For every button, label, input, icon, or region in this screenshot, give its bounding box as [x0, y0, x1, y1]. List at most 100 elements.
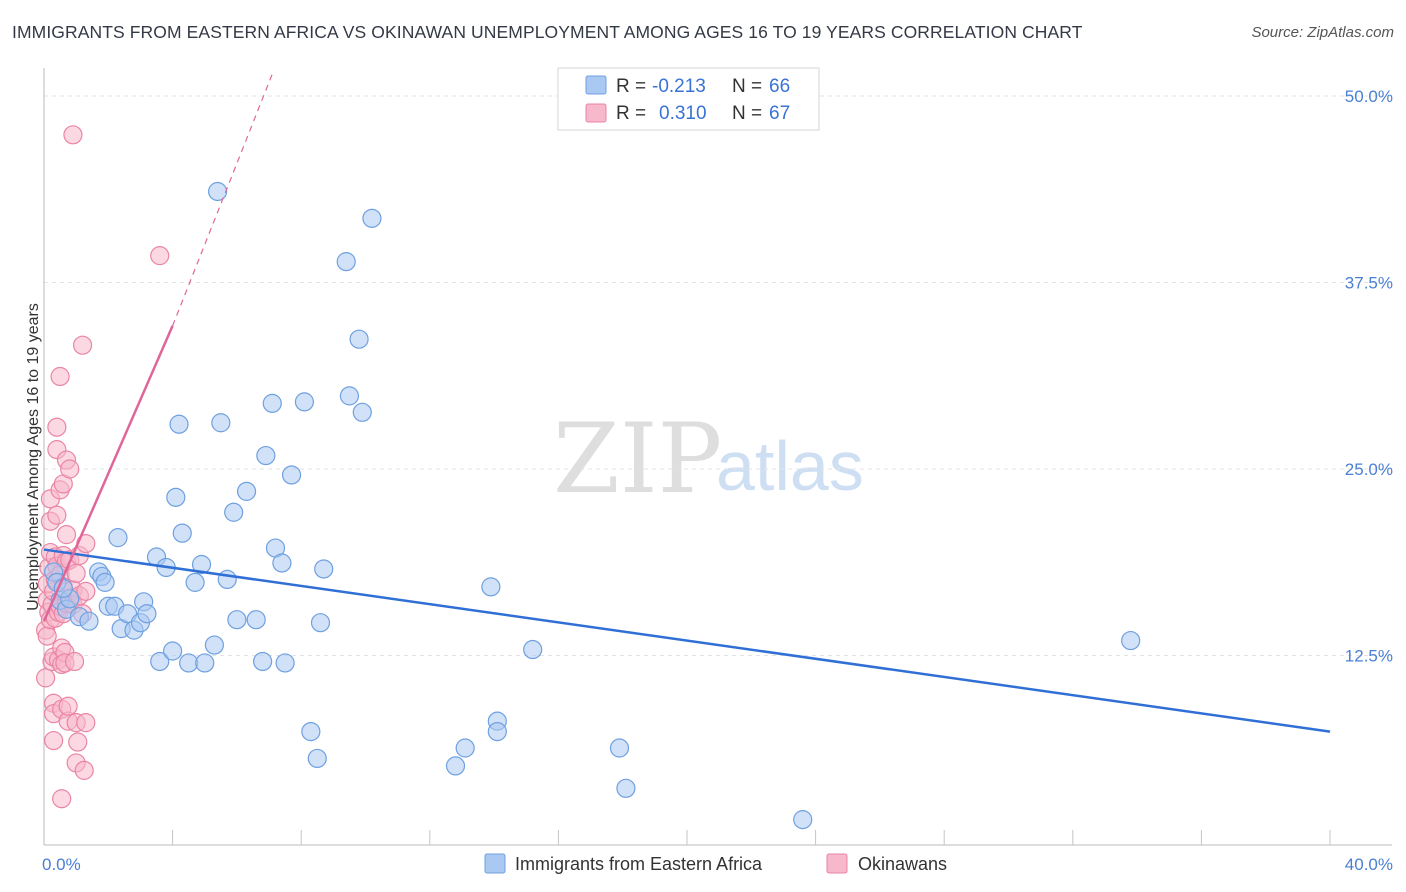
- okinawans-point[interactable]: [76, 713, 96, 733]
- eastern-africa-point[interactable]: [487, 721, 507, 742]
- eastern-africa-point[interactable]: [349, 329, 369, 349]
- watermark-zip: ZIP: [553, 403, 722, 515]
- eastern-africa-point[interactable]: [616, 778, 636, 798]
- eastern-africa-point[interactable]: [256, 445, 276, 466]
- eastern-africa-point[interactable]: [204, 635, 224, 655]
- eastern-africa-point[interactable]: [272, 553, 292, 573]
- okinawans-point[interactable]: [150, 246, 170, 266]
- legend-r-value-blue: -0.213: [652, 76, 706, 97]
- eastern-africa-point[interactable]: [523, 639, 543, 660]
- eastern-africa-point[interactable]: [195, 653, 215, 673]
- eastern-africa-trend-line: [43, 548, 1331, 733]
- eastern-africa-point[interactable]: [253, 651, 273, 672]
- series-legend-label-blue[interactable]: Immigrants from Eastern Africa: [515, 854, 763, 874]
- eastern-africa-point[interactable]: [191, 554, 212, 575]
- okinawans-point[interactable]: [68, 732, 88, 752]
- eastern-africa-point[interactable]: [217, 569, 237, 590]
- okinawans-point[interactable]: [37, 626, 57, 646]
- x-tick-label-min: 0.0%: [42, 855, 81, 874]
- chart-title: IMMIGRANTS FROM EASTERN AFRICA VS OKINAW…: [12, 22, 1083, 42]
- okinawans-point[interactable]: [47, 505, 67, 525]
- okinawans-point[interactable]: [56, 525, 77, 545]
- okinawans-points: [36, 125, 170, 809]
- eastern-africa-point[interactable]: [339, 386, 360, 406]
- okinawans-trend-line: [42, 325, 174, 622]
- legend-r-value-pink: 0.310: [659, 103, 707, 124]
- eastern-africa-point[interactable]: [481, 577, 501, 597]
- okinawans-point[interactable]: [76, 581, 96, 601]
- y-tick-label: 25.0%: [1345, 460, 1393, 479]
- okinawans-point[interactable]: [36, 668, 56, 688]
- eastern-africa-point[interactable]: [307, 748, 327, 769]
- y-axis-label: Unemployment Among Ages 16 to 19 years: [25, 303, 42, 611]
- eastern-africa-point[interactable]: [166, 487, 186, 507]
- legend-swatch-blue: [585, 75, 607, 95]
- x-axis-ticks: [172, 830, 1331, 845]
- trend-lines: [42, 73, 1331, 733]
- okinawans-point[interactable]: [52, 789, 72, 809]
- okinawans-point[interactable]: [64, 651, 85, 672]
- series-legend-swatch-pink[interactable]: [826, 853, 848, 874]
- eastern-africa-point[interactable]: [163, 641, 183, 661]
- eastern-africa-point[interactable]: [79, 611, 99, 631]
- okinawans-point[interactable]: [66, 563, 86, 584]
- y-tick-label: 37.5%: [1345, 274, 1393, 293]
- eastern-africa-point[interactable]: [314, 559, 334, 579]
- okinawans-trend-extension: [172, 73, 273, 326]
- eastern-africa-point[interactable]: [185, 572, 205, 592]
- eastern-africa-point[interactable]: [150, 651, 170, 672]
- eastern-africa-point[interactable]: [246, 610, 266, 630]
- gridlines: [44, 95, 1392, 656]
- legend-r-label-blue: R =: [616, 76, 646, 97]
- series-legend: Immigrants from Eastern Africa Okinawans: [484, 853, 947, 874]
- okinawans-point[interactable]: [63, 125, 83, 145]
- eastern-africa-point[interactable]: [208, 181, 228, 202]
- y-axis-tick-labels: 12.5% 25.0% 37.5% 50.0%: [1345, 87, 1393, 666]
- legend-r-label-pink: R =: [616, 103, 646, 124]
- eastern-africa-point[interactable]: [211, 413, 231, 433]
- okinawans-point[interactable]: [72, 335, 93, 355]
- series-legend-swatch-blue[interactable]: [484, 853, 506, 874]
- series-legend-label-pink[interactable]: Okinawans: [858, 854, 947, 874]
- eastern-africa-point[interactable]: [262, 393, 282, 413]
- eastern-africa-point[interactable]: [224, 502, 244, 522]
- eastern-africa-point[interactable]: [336, 252, 356, 272]
- legend-n-value-blue: 66: [769, 76, 790, 97]
- legend-swatch-pink: [585, 103, 607, 123]
- legend-n-label-blue: N =: [732, 76, 762, 97]
- okinawans-point[interactable]: [74, 760, 94, 780]
- eastern-africa-point[interactable]: [137, 604, 157, 624]
- eastern-africa-point[interactable]: [455, 738, 475, 758]
- eastern-africa-point[interactable]: [352, 402, 372, 422]
- okinawans-point[interactable]: [47, 417, 67, 437]
- eastern-africa-point[interactable]: [362, 208, 382, 228]
- eastern-africa-point[interactable]: [310, 613, 331, 633]
- legend-n-value-pink: 67: [769, 103, 790, 124]
- eastern-africa-point[interactable]: [281, 465, 302, 485]
- eastern-africa-point[interactable]: [227, 610, 247, 630]
- eastern-africa-point[interactable]: [172, 523, 192, 543]
- okinawans-point[interactable]: [50, 366, 70, 387]
- eastern-africa-point[interactable]: [95, 572, 115, 592]
- eastern-africa-point[interactable]: [275, 653, 295, 673]
- correlation-legend: R = -0.213 N = 66 R = 0.310 N = 67: [557, 67, 820, 131]
- eastern-africa-point[interactable]: [301, 721, 321, 742]
- eastern-africa-point[interactable]: [1121, 630, 1141, 651]
- okinawans-point[interactable]: [60, 459, 80, 479]
- watermark-atlas: atlas: [716, 427, 864, 505]
- axes: [43, 68, 1392, 846]
- eastern-africa-point[interactable]: [169, 414, 189, 434]
- okinawans-point[interactable]: [58, 696, 78, 716]
- eastern-africa-point[interactable]: [108, 528, 128, 548]
- okinawans-point[interactable]: [44, 730, 64, 751]
- eastern-africa-point[interactable]: [294, 392, 315, 412]
- eastern-africa-point[interactable]: [793, 810, 813, 830]
- source-label[interactable]: Source: ZipAtlas.com: [1251, 24, 1394, 41]
- x-tick-label-max: 40.0%: [1345, 855, 1393, 874]
- eastern-africa-point[interactable]: [179, 653, 199, 673]
- eastern-africa-point[interactable]: [236, 481, 257, 501]
- eastern-africa-point[interactable]: [445, 756, 466, 776]
- legend-n-label-pink: N =: [732, 103, 762, 124]
- eastern-africa-point[interactable]: [609, 738, 630, 758]
